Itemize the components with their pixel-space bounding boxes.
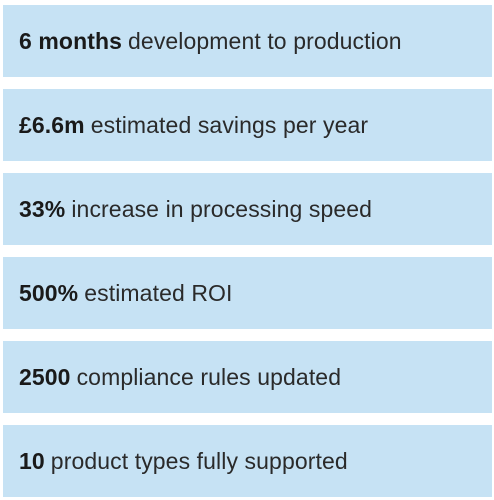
stat-value: £6.6m: [19, 111, 85, 138]
stat-description: estimated savings per year: [90, 111, 369, 138]
stat-description: development to production: [128, 27, 402, 54]
stat-value: 10: [19, 447, 45, 474]
stat-row-compliance-rules: 2500 compliance rules updated: [3, 341, 492, 413]
stat-value: 500%: [19, 279, 79, 306]
stat-row-product-types: 10 product types fully supported: [3, 425, 492, 497]
stat-row-processing-speed: 33% increase in processing speed: [3, 173, 492, 245]
stat-value: 2500: [19, 363, 71, 390]
stat-value: 33%: [19, 195, 66, 222]
stat-row-roi: 500% estimated ROI: [3, 257, 492, 329]
stat-row-development-time: 6 months development to production: [3, 5, 492, 77]
stat-description: compliance rules updated: [76, 363, 342, 390]
stat-row-savings: £6.6m estimated savings per year: [3, 89, 492, 161]
stat-value: 6 months: [19, 27, 123, 54]
stats-list: 6 months development to production £6.6m…: [3, 5, 492, 497]
stat-description: estimated ROI: [84, 279, 233, 306]
stat-description: product types fully supported: [50, 447, 348, 474]
stat-description: increase in processing speed: [71, 195, 373, 222]
